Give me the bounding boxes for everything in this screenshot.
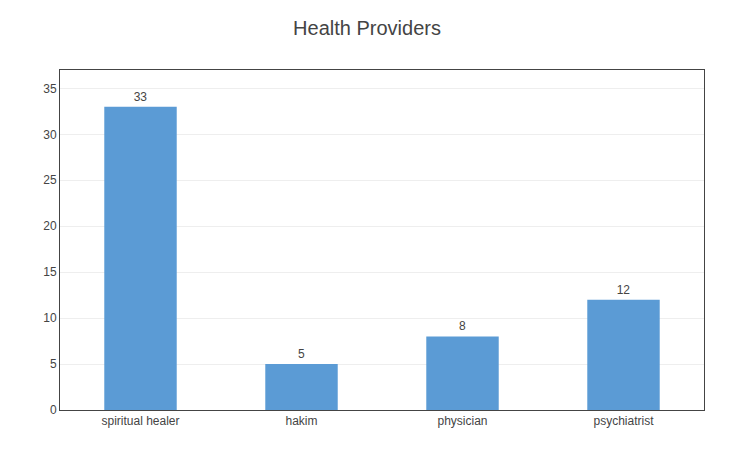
svg-text:0: 0: [50, 403, 57, 417]
svg-text:35: 35: [43, 82, 57, 96]
svg-text:5: 5: [298, 347, 305, 361]
svg-text:psychiatrist: psychiatrist: [593, 414, 654, 428]
svg-text:Health Providers: Health Providers: [293, 17, 441, 39]
svg-text:hakim: hakim: [285, 414, 317, 428]
svg-text:5: 5: [50, 357, 57, 371]
svg-text:25: 25: [43, 173, 57, 187]
svg-text:12: 12: [617, 283, 631, 297]
svg-text:10: 10: [43, 311, 57, 325]
svg-text:20: 20: [43, 219, 57, 233]
svg-text:33: 33: [134, 90, 148, 104]
svg-text:15: 15: [43, 265, 57, 279]
svg-text:physician: physician: [437, 414, 487, 428]
svg-text:spiritual healer: spiritual healer: [101, 414, 179, 428]
svg-text:30: 30: [43, 128, 57, 142]
svg-text:8: 8: [459, 319, 466, 333]
